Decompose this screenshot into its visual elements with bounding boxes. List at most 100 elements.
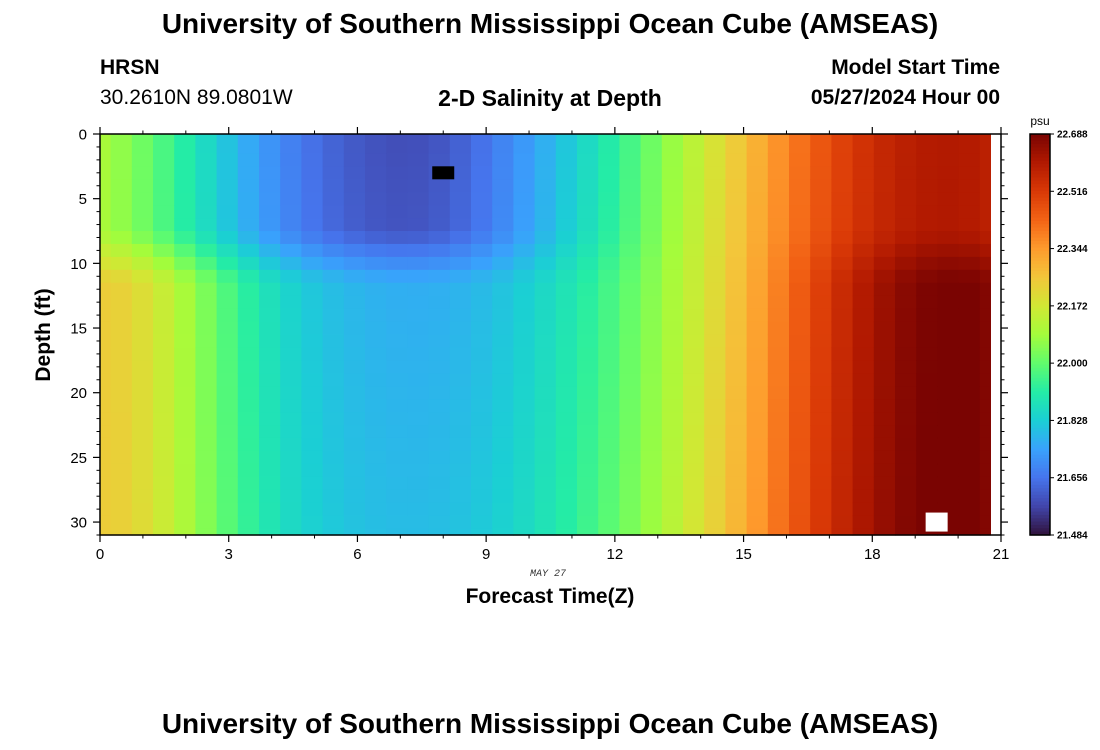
heatmap-cell bbox=[725, 179, 748, 193]
heatmap-cell bbox=[789, 269, 811, 284]
heatmap-cell bbox=[301, 134, 324, 154]
y-tick-label: 20 bbox=[70, 385, 87, 402]
heatmap-cell bbox=[810, 321, 832, 336]
heatmap-cell bbox=[471, 463, 493, 478]
heatmap-cell bbox=[577, 450, 599, 465]
heatmap-cell bbox=[725, 166, 748, 180]
heatmap-cell bbox=[598, 269, 620, 284]
heatmap-cell bbox=[810, 166, 832, 180]
heatmap-cell bbox=[280, 399, 302, 413]
heatmap-cell bbox=[492, 256, 514, 271]
heatmap-cell bbox=[322, 179, 345, 193]
heatmap-cell bbox=[577, 347, 599, 361]
heatmap-cell bbox=[449, 334, 472, 349]
heatmap-cell bbox=[831, 153, 854, 167]
heatmap-cell bbox=[810, 515, 832, 530]
heatmap-cell bbox=[789, 476, 811, 491]
heatmap-cell bbox=[195, 153, 218, 167]
heatmap-cell bbox=[407, 256, 430, 271]
colorbar-segment bbox=[1030, 468, 1050, 473]
heatmap-cell bbox=[428, 308, 451, 323]
heatmap-cell bbox=[958, 205, 981, 219]
heatmap-cell bbox=[237, 334, 260, 349]
heatmap-cell bbox=[789, 231, 811, 245]
heatmap-cell bbox=[131, 476, 154, 491]
heatmap-cell bbox=[110, 218, 133, 232]
heatmap-cell bbox=[153, 360, 175, 374]
heatmap-cell bbox=[471, 528, 493, 536]
heatmap-cell bbox=[789, 134, 811, 154]
heatmap-cell bbox=[640, 476, 663, 491]
heatmap-cell bbox=[301, 269, 324, 284]
heatmap-cell bbox=[471, 412, 493, 426]
heatmap-cell bbox=[555, 179, 578, 193]
heatmap-cell bbox=[407, 153, 430, 167]
heatmap-cell bbox=[916, 134, 938, 154]
heatmap-cell bbox=[174, 269, 196, 284]
heatmap-cell bbox=[428, 399, 451, 413]
colorbar-segment bbox=[1030, 144, 1050, 148]
heatmap-cell bbox=[661, 166, 684, 180]
heatmap-cell bbox=[725, 134, 748, 154]
heatmap-cell bbox=[174, 373, 196, 387]
heatmap-cell bbox=[492, 360, 514, 374]
heatmap-cell bbox=[640, 153, 663, 167]
colorbar-segment bbox=[1030, 291, 1050, 295]
heatmap-cell bbox=[958, 231, 981, 245]
heatmap-cell bbox=[322, 269, 345, 284]
heatmap-cell bbox=[153, 153, 175, 167]
heatmap-cell bbox=[259, 515, 281, 530]
heatmap-cell bbox=[916, 463, 938, 478]
heatmap-cell bbox=[852, 321, 875, 336]
heatmap-cell bbox=[513, 450, 536, 465]
heatmap-cell bbox=[407, 243, 430, 258]
heatmap-cell bbox=[831, 347, 854, 361]
heatmap-cell bbox=[322, 463, 345, 478]
heatmap-cell bbox=[534, 243, 557, 258]
heatmap-cell bbox=[100, 256, 112, 271]
heatmap-cell bbox=[937, 463, 960, 478]
heatmap-cell bbox=[831, 425, 854, 439]
heatmap-cell bbox=[365, 425, 387, 439]
heatmap-cell bbox=[131, 179, 154, 193]
heatmap-cell bbox=[789, 218, 811, 232]
colorbar-segment bbox=[1030, 504, 1050, 509]
heatmap-cell bbox=[343, 412, 366, 426]
heatmap-cell bbox=[471, 243, 493, 258]
heatmap-cell bbox=[100, 231, 112, 245]
heatmap-cell bbox=[661, 450, 684, 465]
heatmap-cell bbox=[979, 321, 991, 336]
heatmap-cell bbox=[216, 450, 239, 465]
heatmap-cell bbox=[746, 425, 769, 439]
heatmap-cell bbox=[259, 269, 281, 284]
heatmap-cell bbox=[725, 218, 748, 232]
heatmap-cell bbox=[746, 218, 769, 232]
heatmap-cell bbox=[428, 243, 451, 258]
heatmap-cell bbox=[237, 425, 260, 439]
heatmap-cell bbox=[895, 231, 917, 245]
heatmap-cell bbox=[386, 399, 408, 413]
heatmap-cell bbox=[767, 256, 790, 271]
heatmap-cell bbox=[386, 502, 408, 517]
heatmap-cell bbox=[725, 502, 748, 517]
heatmap-cell bbox=[471, 489, 493, 504]
colorbar-segment bbox=[1030, 364, 1050, 369]
heatmap-cell bbox=[683, 437, 705, 452]
heatmap-cell bbox=[365, 502, 387, 517]
heatmap-cell bbox=[895, 437, 917, 452]
heatmap-cell bbox=[322, 205, 345, 219]
heatmap-cell bbox=[471, 425, 493, 439]
heatmap-cell bbox=[343, 463, 366, 478]
heatmap-cell bbox=[100, 218, 112, 232]
heatmap-cell bbox=[386, 153, 408, 167]
heatmap-cell bbox=[449, 269, 472, 284]
y-tick-label: 5 bbox=[79, 191, 87, 208]
heatmap-cell bbox=[343, 489, 366, 504]
heatmap-cell bbox=[322, 528, 345, 536]
heatmap-cell bbox=[767, 218, 790, 232]
heatmap-cell bbox=[492, 269, 514, 284]
heatmap-cell bbox=[619, 373, 642, 387]
heatmap-cell bbox=[831, 463, 854, 478]
heatmap-cell bbox=[873, 321, 896, 336]
heatmap-cell bbox=[619, 476, 642, 491]
